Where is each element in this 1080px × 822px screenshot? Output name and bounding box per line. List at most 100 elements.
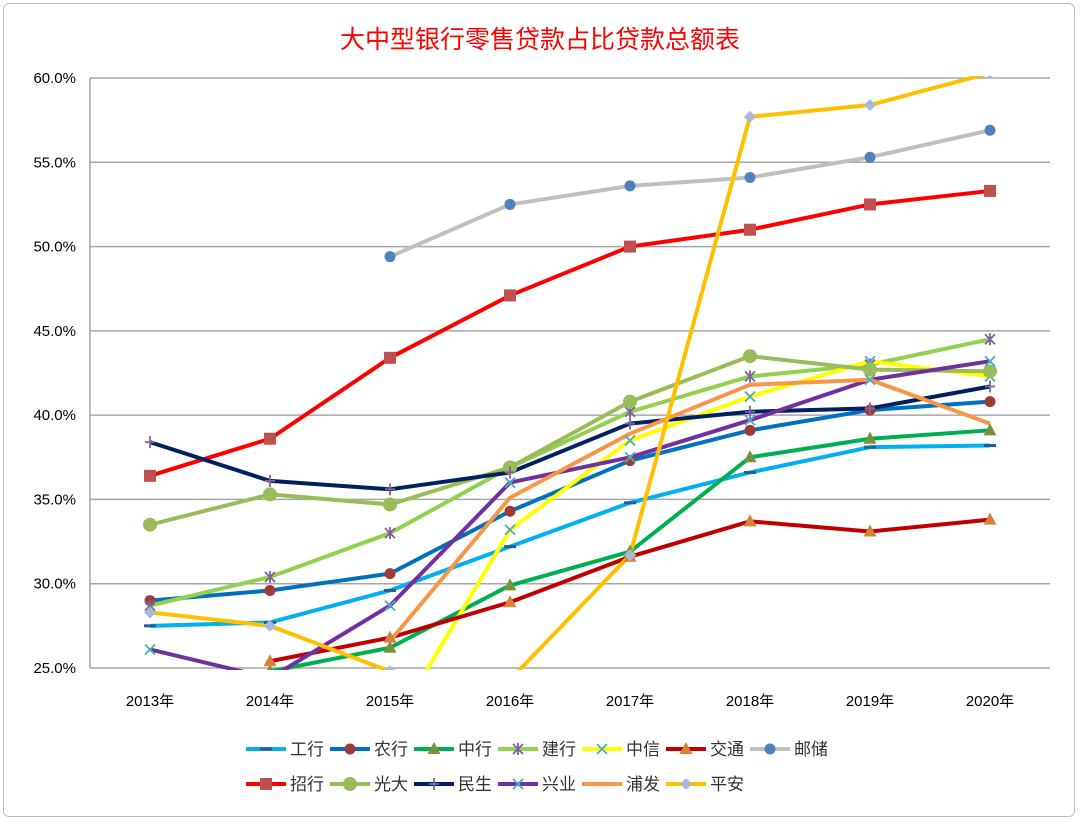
data-point: [864, 151, 876, 163]
data-point: [383, 640, 397, 653]
legend-label: 中行: [458, 740, 492, 760]
legend-item: 光大: [330, 775, 408, 795]
data-point: [743, 450, 757, 463]
series-line-民生: [149, 384, 991, 492]
y-tick-label: 55.0%: [33, 154, 76, 171]
series-markers: [143, 76, 997, 686]
y-tick-label: 35.0%: [33, 491, 76, 508]
data-point: [744, 171, 756, 183]
data-point: [743, 349, 757, 364]
chart-frame: [3, 3, 1075, 817]
data-point: [504, 198, 516, 210]
data-point: [624, 455, 636, 467]
data-point: [624, 434, 636, 447]
legend-item: 招行: [246, 775, 324, 795]
data-point: [983, 364, 997, 379]
y-tick-label: 40.0%: [33, 407, 76, 424]
data-point: [144, 606, 156, 619]
legend-item: 邮储: [750, 740, 828, 760]
series-line-邮储: [389, 128, 991, 259]
data-point: [384, 351, 396, 364]
legend-item: 工行: [246, 740, 324, 760]
legend-marker: [680, 778, 692, 790]
data-point: [624, 451, 636, 463]
legend-marker: [679, 742, 693, 754]
legend-label: 民生: [458, 775, 492, 795]
data-point: [504, 505, 516, 517]
data-point: [264, 584, 276, 596]
data-point: [385, 665, 395, 670]
data-point: [384, 527, 396, 540]
data-point: [264, 432, 276, 445]
legend-item: 兴业: [498, 775, 576, 795]
legend-marker: [764, 743, 776, 755]
data-point: [384, 599, 396, 612]
data-point: [504, 674, 516, 686]
data-point: [264, 619, 276, 632]
legend-item: 交通: [666, 740, 744, 760]
series-line-招行: [149, 188, 991, 478]
data-point: [983, 512, 997, 525]
legend-marker: [512, 778, 524, 790]
data-point: [504, 289, 516, 302]
data-point: [744, 414, 756, 426]
x-axis: 2013年 2014年 2015年 2016年 2017年 2018年 2019年 2020年: [126, 693, 1014, 710]
gridlines: [89, 77, 1050, 669]
legend-label: 兴业: [542, 775, 576, 795]
data-point: [505, 466, 515, 479]
data-point: [383, 497, 397, 512]
legend-marker: [343, 777, 357, 791]
data-point: [624, 240, 636, 253]
data-point: [863, 524, 877, 537]
data-point: [985, 380, 995, 393]
data-point: [983, 423, 997, 436]
data-point: [625, 417, 635, 430]
data-point: [987, 76, 993, 79]
data-point: [264, 570, 276, 583]
series-line-工行: [149, 443, 991, 628]
series-line-光大: [149, 354, 991, 527]
data-point: [744, 223, 756, 236]
data-point: [864, 374, 876, 386]
data-point: [744, 390, 756, 403]
data-point: [864, 98, 876, 111]
legend-label: 建行: [542, 740, 576, 760]
legend-label: 邮储: [794, 740, 828, 760]
data-point: [984, 124, 996, 136]
data-point: [263, 487, 277, 502]
chart-title: 大中型银行零售贷款占比贷款总额表: [340, 25, 740, 54]
data-point: [984, 396, 996, 408]
series-line-农行: [149, 399, 991, 603]
data-point: [863, 431, 877, 444]
legend-marker: [427, 742, 441, 754]
legend-item: 中行: [414, 740, 492, 760]
legend-label: 农行: [374, 740, 408, 760]
x-tick-label: 2013年: [126, 693, 174, 710]
data-point: [266, 664, 274, 670]
legend-marker: [260, 778, 272, 790]
data-point: [144, 469, 156, 482]
legend-label: 招行: [290, 775, 324, 795]
data-point: [864, 198, 876, 211]
data-point: [863, 362, 877, 377]
x-tick-label: 2018年: [726, 693, 774, 710]
data-point: [383, 630, 397, 643]
legend-label: 中信: [626, 740, 660, 760]
y-tick-label: 45.0%: [33, 323, 76, 340]
data-point: [384, 568, 396, 580]
data-point: [263, 654, 277, 667]
series-line-平安: [149, 76, 987, 670]
legend-item: 民生: [414, 775, 492, 795]
x-tick-label: 2016年: [486, 693, 534, 710]
data-point: [145, 436, 155, 449]
legend-label: 平安: [710, 775, 744, 795]
data-point: [265, 673, 275, 683]
y-axis: 25.0% 30.0% 35.0% 40.0% 45.0% 50.0% 55.0% 60.0%: [33, 70, 76, 677]
y-tick-label: 50.0%: [33, 239, 76, 256]
data-point: [265, 474, 275, 487]
data-point: [744, 370, 756, 383]
data-point: [743, 514, 757, 527]
x-tick-label: 2014年: [246, 693, 294, 710]
